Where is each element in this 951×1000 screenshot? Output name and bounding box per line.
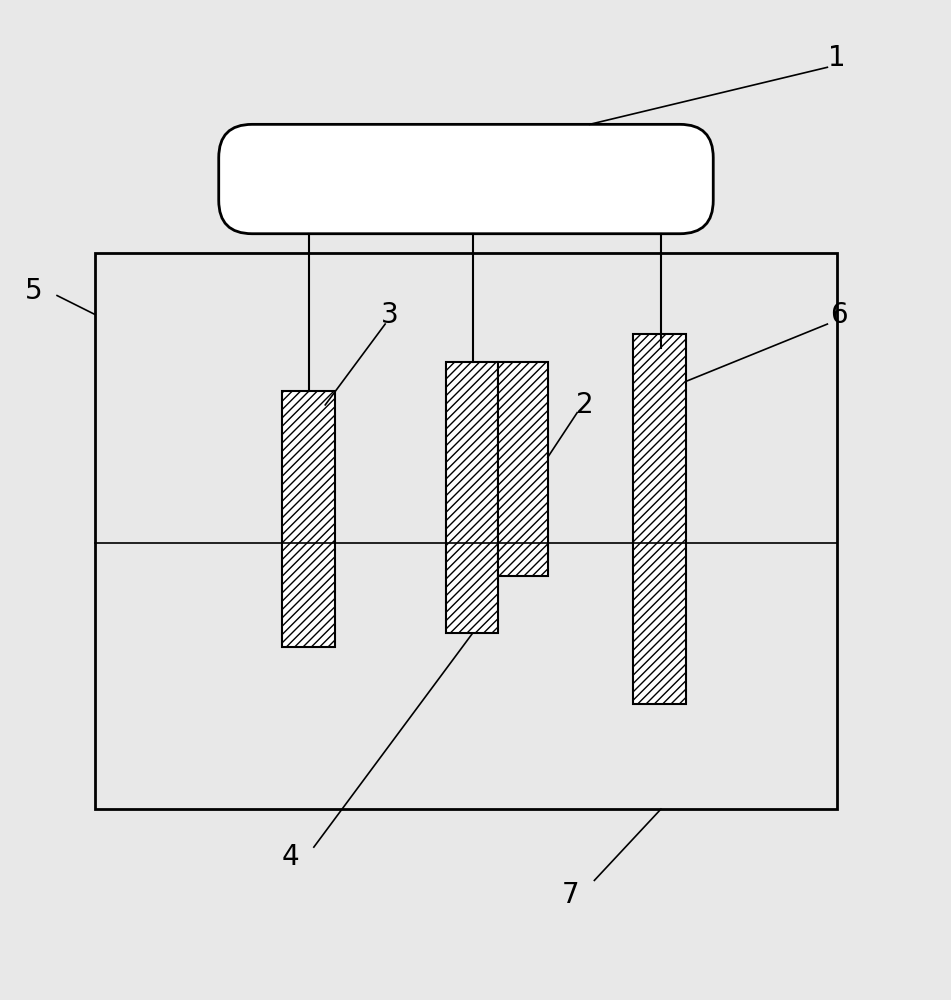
Text: 2: 2 bbox=[576, 391, 593, 419]
Text: 1: 1 bbox=[828, 44, 845, 72]
Text: 4: 4 bbox=[281, 843, 299, 871]
Bar bbox=[446, 362, 498, 633]
Text: 5: 5 bbox=[25, 277, 42, 305]
Bar bbox=[282, 391, 335, 647]
Bar bbox=[498, 362, 548, 576]
FancyBboxPatch shape bbox=[219, 124, 713, 234]
Text: 7: 7 bbox=[562, 881, 579, 909]
Bar bbox=[95, 253, 837, 809]
Bar bbox=[633, 334, 686, 704]
Text: 3: 3 bbox=[381, 301, 398, 329]
Text: 6: 6 bbox=[830, 301, 847, 329]
